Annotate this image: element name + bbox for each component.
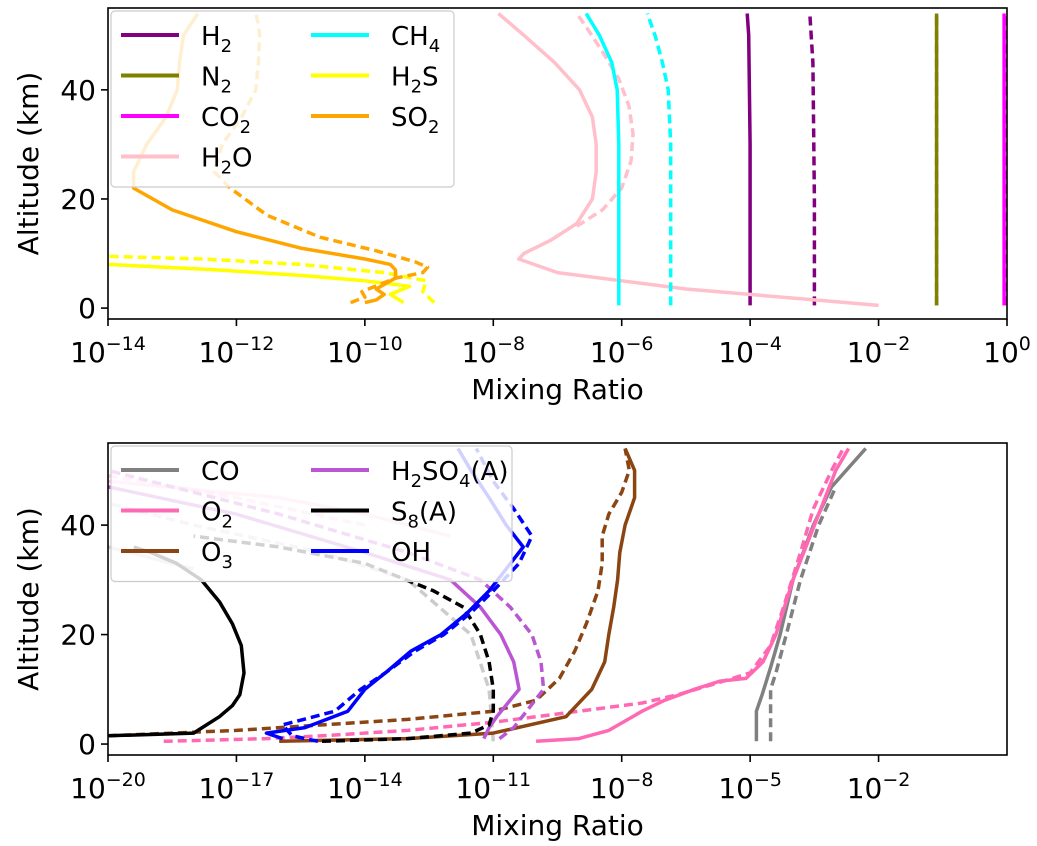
legend-label: H2SO4(A) — [391, 457, 509, 492]
legend-label: CO2 — [201, 103, 251, 138]
plot-area — [108, 12, 1007, 308]
y-tick-label: 0 — [78, 728, 96, 761]
series-line-o3-solid — [279, 447, 637, 744]
x-tick-label: 10−8 — [590, 769, 654, 805]
y-tick-label: 20 — [60, 619, 96, 652]
legend-label: OH — [391, 538, 431, 568]
legend-label: N2 — [201, 63, 232, 98]
y-tick-label: 40 — [60, 509, 96, 542]
legend-label: H2 — [201, 22, 232, 57]
y-axis-label: Altitude (km) — [12, 507, 45, 691]
legend-label: CO — [201, 457, 240, 487]
x-tick-label: 10−6 — [590, 333, 654, 369]
series-line-h2s-dashed — [108, 254, 436, 304]
series-line-ch4-solid — [584, 12, 621, 306]
top-panel: 10−14 10−12 10−10 10−8 10−6 10−4 10−2 100 0 20 40 M… — [12, 7, 1031, 406]
x-tick-label: 10−4 — [718, 333, 782, 369]
legend-label: O2 — [201, 498, 233, 533]
x-tick-label: 100 — [983, 333, 1031, 369]
series-line-h2o-dashed — [575, 12, 635, 228]
axes-frame — [107, 7, 1008, 320]
series-line-h2s-solid — [108, 262, 412, 305]
x-axis-label: Mixing Ratio — [471, 373, 644, 406]
series-line-h2o-solid — [497, 12, 879, 308]
x-tick-label: 10−12 — [199, 333, 275, 369]
series-line-co-solid — [754, 447, 868, 742]
legend-label: S8(A) — [391, 498, 457, 533]
x-tick-label: 10−10 — [327, 333, 403, 369]
series-line-o3-dashed — [108, 448, 632, 738]
y-tick-label: 40 — [60, 74, 96, 107]
series-line-h2so4a-dashed — [108, 468, 546, 740]
x-tick-label: 10−8 — [461, 333, 525, 369]
series-line-h2-solid — [745, 13, 752, 306]
legend-label: H2S — [391, 63, 439, 98]
legend-label: O3 — [201, 538, 233, 573]
x-tick-label: 10−5 — [718, 769, 782, 805]
x-tick-label: 10−11 — [455, 769, 531, 805]
x-tick-label: 10−2 — [847, 333, 911, 369]
series-line-o2-dashed — [163, 447, 845, 744]
x-axis-label: Mixing Ratio — [471, 809, 644, 842]
y-tick-label: 20 — [60, 183, 96, 216]
series-line-ch4-dashed — [645, 12, 673, 306]
y-axis-label: Altitude (km) — [12, 72, 45, 256]
series-line-h2-dashed — [808, 13, 817, 306]
series-line-oh-dashed — [280, 447, 534, 744]
legend-box — [110, 10, 455, 188]
x-tick-label: 10−14 — [327, 769, 403, 805]
x-tick-label: 10−14 — [70, 333, 146, 369]
x-tick-label: 10−17 — [199, 769, 275, 805]
x-tick-label: 10−20 — [70, 769, 146, 805]
legend-label: CH4 — [391, 22, 440, 57]
bottom-panel: 10−20 10−17 10−14 10−11 10−8 10−5 10−202040Mix… — [12, 442, 1008, 842]
axes-frame — [107, 442, 1008, 756]
x-tick-label: 10−2 — [847, 769, 911, 805]
y-tick-label: 0 — [78, 292, 96, 325]
legend-box — [110, 445, 513, 583]
legend-label: SO2 — [391, 103, 439, 138]
legend-label: H2O — [201, 144, 252, 179]
